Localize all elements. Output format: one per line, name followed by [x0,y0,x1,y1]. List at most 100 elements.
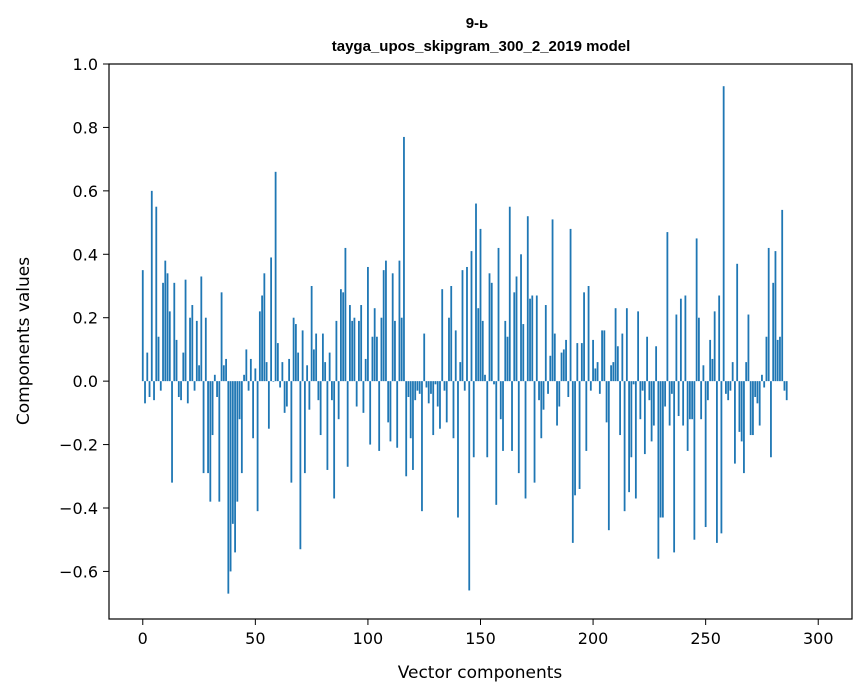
y-axis-ticks: −0.6 −0.4 −0.2 0.0 0.2 0.4 0.6 0.8 1.0 [59,55,109,581]
bar-219 [634,381,637,499]
x-tick-label: 300 [803,629,834,648]
bar-204 [601,330,603,382]
bar-245 [693,381,696,540]
bar-58 [272,381,275,382]
bar-273 [756,381,759,404]
bar-124 [421,381,423,512]
bar-156 [493,381,495,385]
bar-240 [682,381,685,426]
bar-81 [324,362,327,382]
y-tick-label: 0.8 [73,118,98,137]
bar-10 [164,260,167,382]
bar-82 [326,381,329,470]
bar-241 [684,295,687,382]
x-tick-label: 150 [465,629,496,648]
bar-48 [249,358,252,382]
bar-66 [290,381,293,483]
bar-207 [607,381,610,531]
bar-108 [385,260,387,382]
bar-25 [198,365,200,382]
bar-0 [141,270,144,382]
bar-246 [695,238,698,382]
bar-272 [754,381,757,397]
bar-163 [508,206,511,382]
bar-188 [565,339,567,382]
bar-92 [349,305,351,382]
bar-186 [560,352,563,382]
bar-40 [231,381,234,524]
plot-frame [108,63,853,620]
bar-121 [414,381,417,401]
bar-216 [628,381,630,493]
bar-243 [688,381,691,420]
x-tick-label: 250 [690,629,721,648]
bar-60 [276,343,279,382]
bar-133 [441,289,444,382]
bar-194 [578,381,581,489]
bar-172 [529,298,531,382]
bar-31 [211,381,214,436]
bar-93 [351,320,354,382]
bar-158 [497,247,500,382]
bar-94 [353,317,356,382]
y-tick-label: 0.4 [73,245,98,264]
bar-123 [418,381,421,394]
bar-190 [569,228,572,382]
bar-22 [191,305,194,382]
bar-220 [637,311,640,382]
bar-134 [443,381,446,391]
bar-281 [774,251,777,382]
bar-138 [452,381,455,439]
bar-20 [186,381,189,404]
bar-210 [614,308,617,382]
bar-55 [265,362,268,382]
bar-197 [585,381,588,451]
bar-29 [207,381,209,474]
bar-215 [625,308,628,382]
bar-275 [761,374,763,382]
bar-255 [716,381,718,543]
bar-244 [691,381,694,420]
bar-143 [463,381,466,391]
bar-86 [335,320,338,382]
bar-99 [364,358,367,382]
bar-67 [292,317,295,382]
bar-262 [731,362,734,382]
bar-62 [281,362,284,382]
bar-198 [587,286,590,382]
bar-130 [434,381,437,385]
bar-107 [382,270,385,382]
bar-37 [225,358,227,382]
y-tick-label: −0.6 [59,562,98,581]
bar-32 [213,374,216,382]
bar-47 [247,381,250,391]
bar-147 [472,381,475,458]
y-tick-label: 1.0 [73,55,98,74]
bar-179 [544,305,547,382]
bar-201 [594,368,597,382]
bar-135 [445,381,448,423]
bar-54 [263,273,266,382]
bar-227 [652,381,655,426]
bar-168 [520,254,522,382]
bar-141 [459,362,462,382]
bar-33 [216,381,218,397]
x-tick-label: 0 [138,629,148,648]
bar-265 [738,381,741,432]
bar-19 [184,279,187,382]
bar-63 [283,381,286,413]
bar-153 [486,381,489,458]
bar-73 [306,365,309,382]
bar-89 [342,292,345,382]
bar-142 [461,270,464,382]
bar-183 [553,333,556,382]
bar-42 [236,381,239,502]
bar-218 [632,381,635,385]
bar-254 [713,311,716,382]
bar-117 [405,381,408,477]
bar-5 [153,381,155,401]
bar-8 [159,381,162,391]
bar-71 [301,330,304,382]
bar-162 [506,336,509,382]
bar-176 [538,381,540,401]
